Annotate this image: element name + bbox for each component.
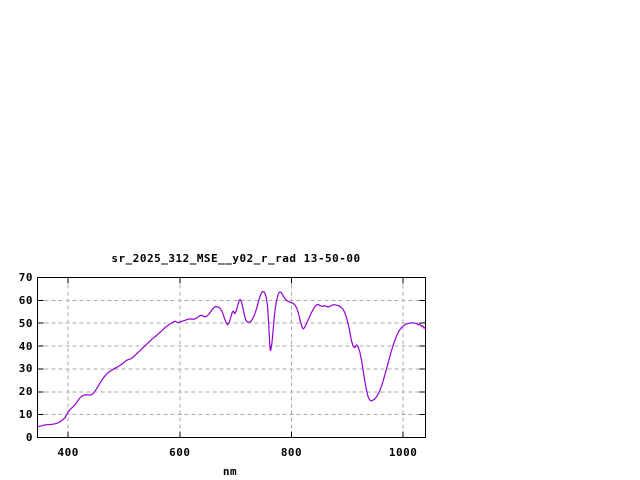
y-tick-label: 40	[18, 339, 33, 353]
y-tick-label: 50	[18, 316, 33, 330]
y-tick-label: 20	[18, 385, 33, 399]
series-line	[37, 290, 427, 428]
x-axis-title: nm	[222, 465, 238, 478]
chart-title: sr_2025_312_MSE__y02_r_rad 13-50-00	[111, 252, 361, 265]
x-tick-label: 800	[280, 446, 303, 459]
x-tick-label: 600	[169, 446, 191, 459]
y-tick-label: 70	[18, 271, 33, 284]
y-tick-label: 0	[25, 431, 33, 444]
y-tick-label: 30	[18, 362, 33, 376]
y-tick-label: 10	[18, 408, 33, 422]
x-tick-label: 400	[57, 446, 79, 459]
x-tick-label: 1000	[388, 446, 418, 459]
y-tick-label: 60	[18, 293, 33, 307]
x-axis-labels: 400 600 800 1000	[0, 446, 640, 460]
plot-border	[37, 277, 426, 438]
y-axis-labels: 0 10 20 30 40 50 60 70	[0, 0, 34, 480]
